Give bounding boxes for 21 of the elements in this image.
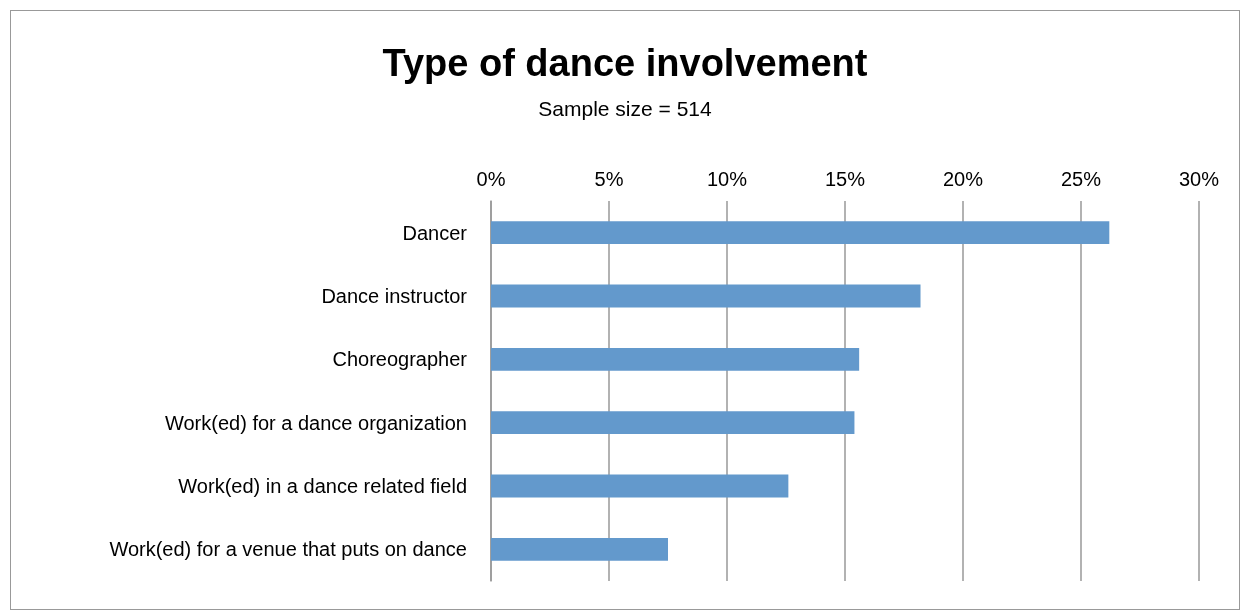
x-tick-label: 30% <box>1178 168 1220 190</box>
x-tick-label: 20% <box>942 168 984 190</box>
y-tick-label: Dance instructor <box>321 285 468 307</box>
chart-title: Type of dance involvement <box>382 42 868 84</box>
chart-subtitle: Sample size = 514 <box>538 97 712 120</box>
x-tick-label: 15% <box>824 168 866 190</box>
x-tick-label: 0% <box>476 168 506 190</box>
y-tick-label: Choreographer <box>332 348 468 371</box>
bar <box>491 221 1110 245</box>
x-tick-label: 5% <box>594 168 624 190</box>
bar <box>491 284 921 308</box>
y-tick-label: Dancer <box>402 221 468 244</box>
x-tick-label: 25% <box>1060 168 1102 190</box>
y-tick-label: Work(ed) in a dance related field <box>178 475 467 497</box>
bar <box>491 411 855 435</box>
y-tick-label: Work(ed) for a venue that puts on dance <box>109 538 467 561</box>
y-tick-label: Work(ed) for a dance organization <box>164 411 467 434</box>
bar <box>491 537 668 561</box>
x-tick-label: 10% <box>706 168 748 190</box>
bar <box>491 474 789 498</box>
bar <box>491 347 860 371</box>
